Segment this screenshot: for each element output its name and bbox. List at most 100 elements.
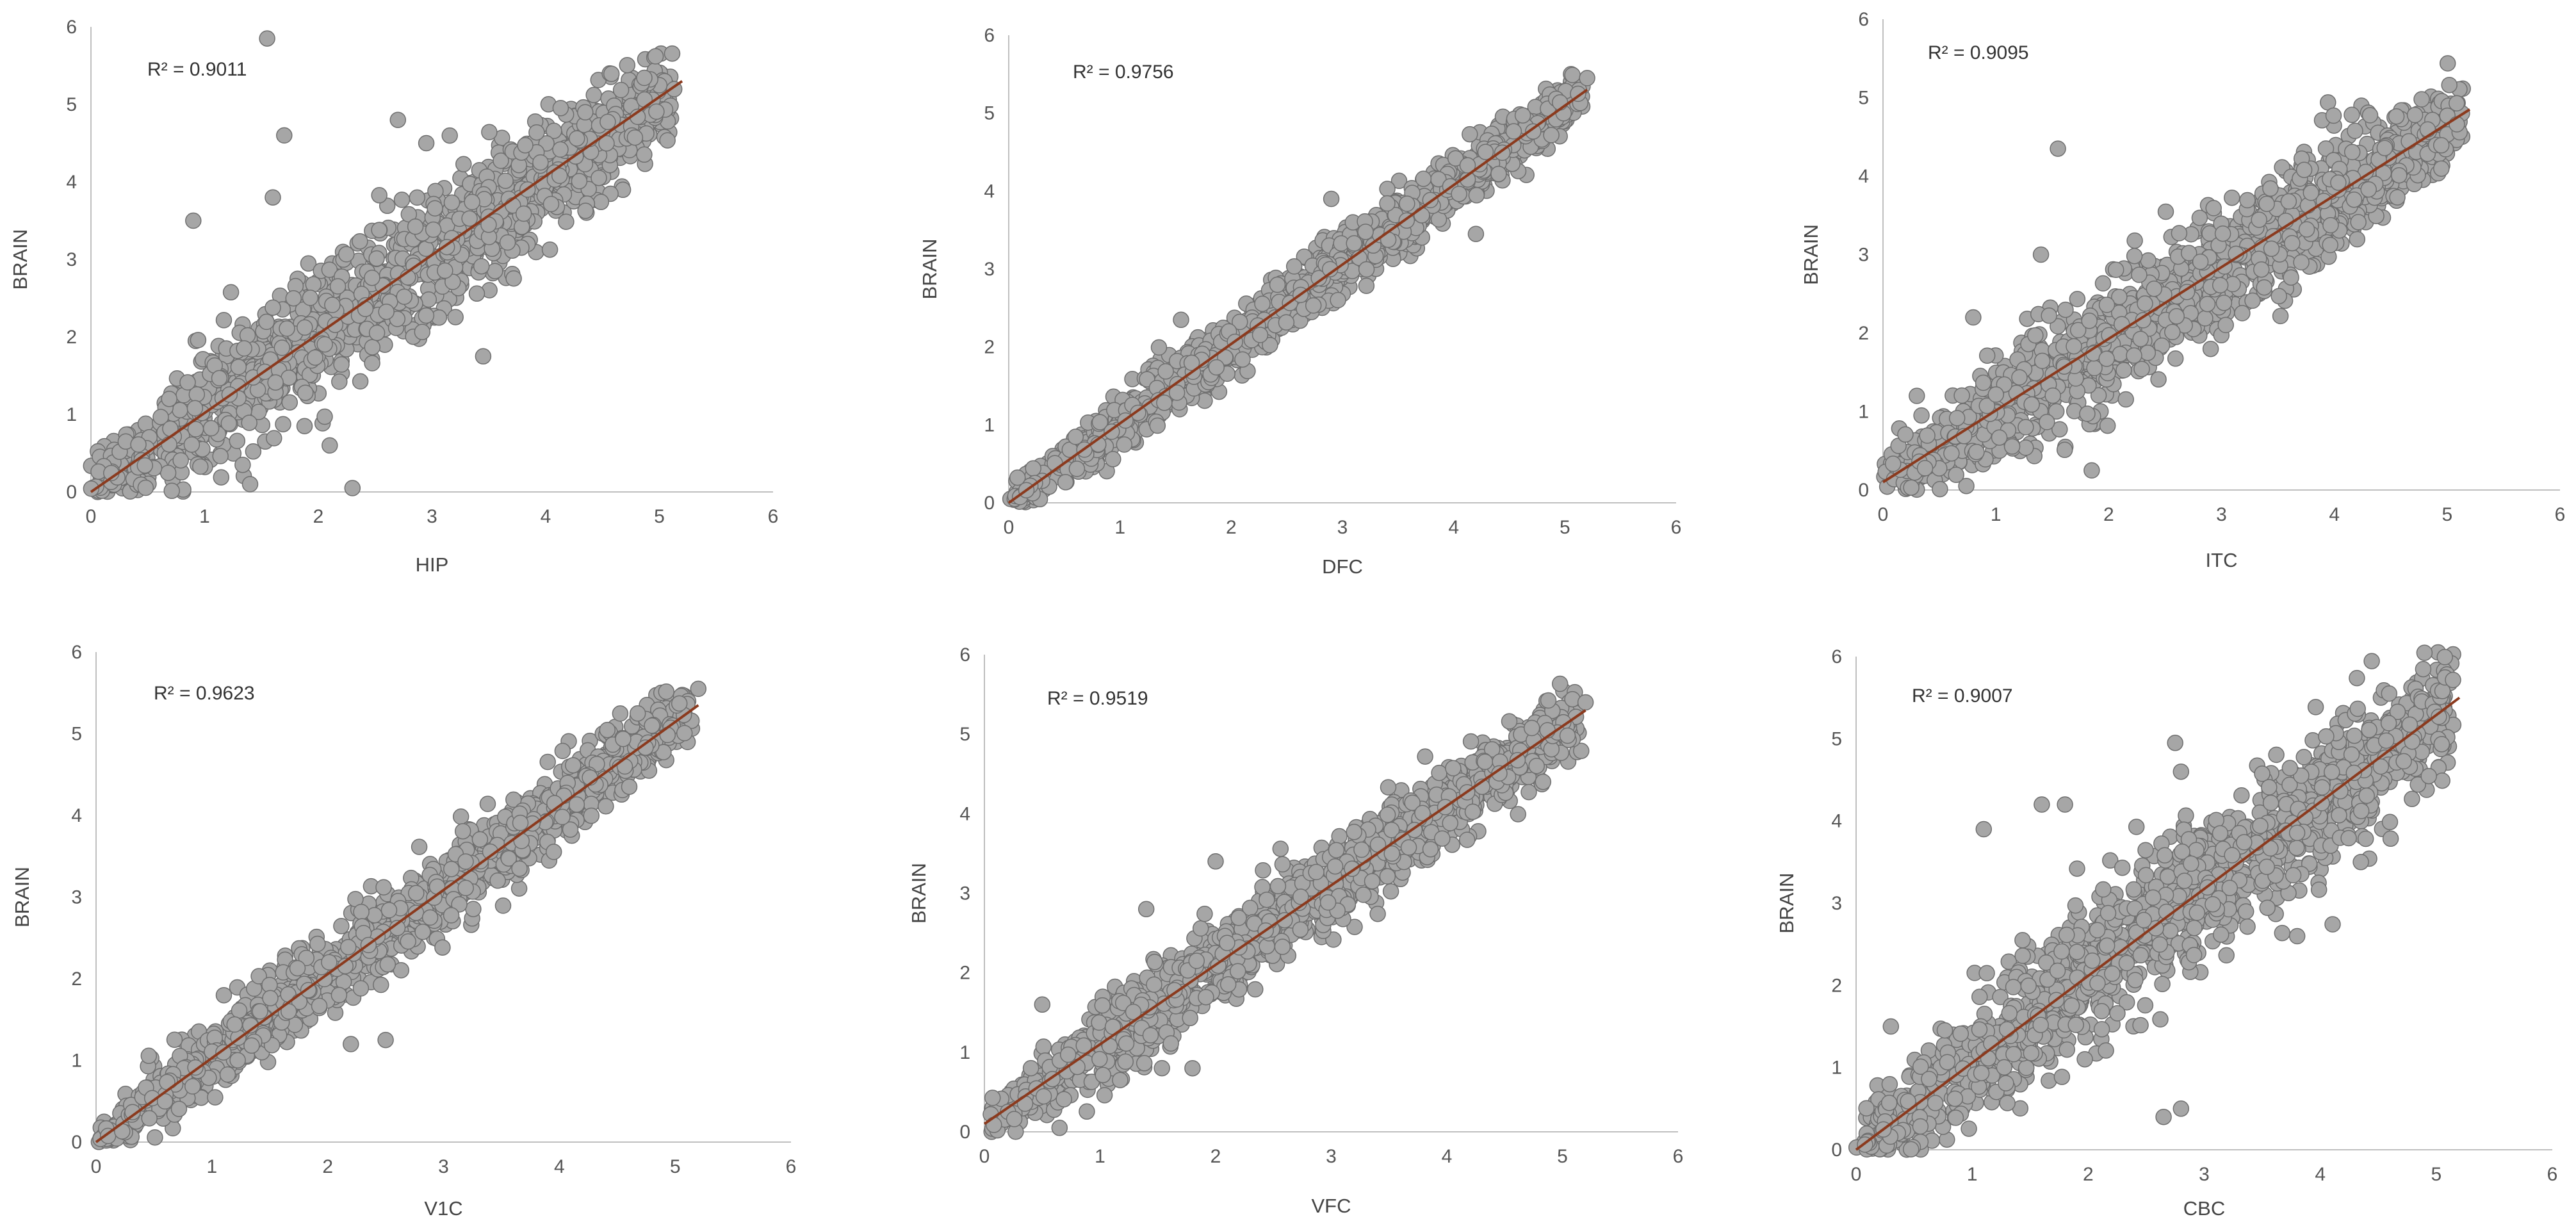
data-point — [659, 132, 676, 149]
data-point — [2115, 362, 2132, 379]
data-point — [1323, 190, 1340, 208]
data-point — [2234, 305, 2251, 322]
data-point — [1514, 107, 1531, 124]
data-point — [1505, 123, 1522, 140]
data-point — [2140, 252, 2156, 269]
data-point — [2139, 345, 2156, 361]
data-point — [558, 213, 575, 230]
data-point — [443, 194, 461, 211]
data-point — [2205, 200, 2222, 217]
data-point — [1234, 351, 1251, 368]
data-point — [305, 276, 322, 293]
data-point — [1948, 409, 1966, 427]
data-point — [297, 319, 313, 336]
y-tick-label: 3 — [71, 887, 82, 908]
data-point — [2251, 211, 2267, 228]
data-point — [241, 414, 257, 431]
data-point — [1399, 195, 1415, 212]
data-point — [1968, 443, 1985, 461]
data-point — [619, 56, 636, 74]
data-point — [1251, 327, 1269, 343]
x-tick-label: 3 — [438, 1156, 449, 1177]
data-point — [371, 187, 387, 204]
data-point — [2171, 225, 2188, 241]
data-point — [281, 394, 298, 411]
data-point — [1564, 67, 1581, 83]
data-point — [2406, 106, 2424, 124]
data-point — [2099, 417, 2116, 434]
data-point — [1919, 427, 1936, 444]
data-point — [1149, 417, 1166, 434]
data-point — [499, 234, 516, 251]
data-point — [2003, 438, 2021, 455]
data-point — [368, 324, 386, 341]
r-squared-label: R² = 0.9011 — [147, 59, 247, 80]
data-point — [267, 374, 284, 391]
data-point — [2361, 107, 2379, 124]
x-tick-label: 6 — [786, 1156, 797, 1177]
data-point — [2167, 350, 2184, 367]
data-point — [179, 374, 196, 391]
data-point — [234, 456, 251, 473]
data-point — [220, 415, 238, 432]
data-point — [1346, 235, 1362, 252]
data-point — [1305, 297, 1322, 314]
data-point — [1415, 170, 1432, 187]
data-point — [172, 452, 189, 469]
x-tick-label: 5 — [654, 506, 665, 527]
data-point — [396, 288, 412, 305]
x-tick-label: 4 — [1448, 517, 1459, 538]
data-point — [1057, 474, 1074, 491]
data-point — [468, 285, 485, 302]
data-point — [473, 257, 490, 275]
x-tick-label: 6 — [2555, 504, 2566, 525]
data-point — [1897, 426, 1914, 443]
data-point — [591, 169, 607, 186]
y-tick-label: 3 — [66, 249, 77, 270]
data-point — [455, 156, 472, 173]
data-point — [2439, 55, 2456, 72]
data-point — [393, 192, 411, 208]
data-point — [541, 241, 558, 258]
x-tick-label: 1 — [206, 1156, 217, 1177]
data-point — [276, 127, 293, 144]
data-point — [1975, 374, 1992, 391]
data-point — [528, 124, 545, 141]
data-point — [2131, 266, 2148, 283]
data-point — [418, 135, 435, 152]
data-point — [2094, 275, 2112, 292]
data-point — [258, 313, 275, 331]
data-point — [2322, 217, 2339, 234]
data-point — [1451, 185, 1467, 202]
data-point — [1025, 460, 1041, 477]
data-point — [2041, 307, 2057, 324]
data-point — [1157, 363, 1174, 380]
data-point — [648, 103, 665, 120]
y-tick-label: 4 — [71, 805, 82, 826]
data-point — [1884, 455, 1902, 472]
data-point — [1948, 466, 1964, 484]
data-point — [2107, 261, 2124, 278]
trendline — [1007, 88, 1588, 504]
data-point — [2350, 214, 2367, 231]
r-squared-label: R² = 0.9623 — [154, 683, 255, 704]
data-point — [130, 436, 147, 453]
data-point — [571, 173, 588, 190]
data-point — [2388, 108, 2405, 125]
data-point — [2137, 295, 2153, 312]
data-point — [2239, 192, 2256, 209]
data-point — [577, 104, 594, 121]
data-point — [273, 339, 291, 356]
data-point — [1414, 207, 1430, 224]
y-tick-label: 6 — [66, 17, 77, 38]
data-point — [333, 356, 350, 373]
data-point — [2391, 167, 2408, 184]
data-point — [2034, 352, 2051, 370]
data-point — [2441, 76, 2458, 94]
data-point — [510, 880, 528, 897]
data-point — [229, 432, 246, 450]
x-tick-label: 0 — [1878, 504, 1889, 525]
data-point — [497, 172, 514, 189]
